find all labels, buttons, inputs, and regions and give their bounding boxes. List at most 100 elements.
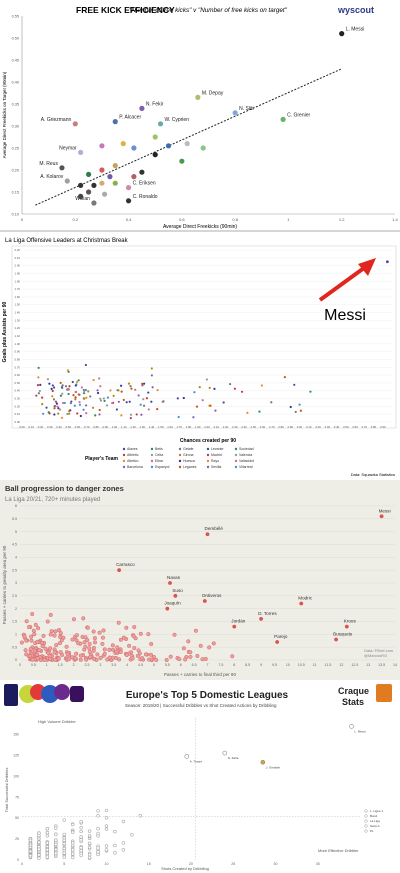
source-note: Data: FBref.com xyxy=(364,648,394,653)
data-point xyxy=(120,141,126,147)
data-point xyxy=(283,376,286,379)
data-point xyxy=(172,632,177,637)
data-point xyxy=(54,851,58,856)
data-point xyxy=(87,855,92,860)
data-point xyxy=(51,389,54,393)
data-point xyxy=(104,827,109,831)
point-label: Ontiveros xyxy=(202,593,222,598)
x-tick-label: 13 xyxy=(366,663,370,667)
data-point xyxy=(79,838,83,842)
data-point xyxy=(113,829,117,834)
data-point xyxy=(29,638,34,643)
data-point xyxy=(76,412,79,415)
data-point xyxy=(99,397,102,400)
point-label: Jordán xyxy=(231,619,245,624)
point-label: W. Cyprien xyxy=(165,117,190,123)
data-point xyxy=(83,644,88,649)
data-point xyxy=(57,641,62,646)
data-point xyxy=(87,829,92,833)
data-point xyxy=(78,653,83,658)
labeled-point xyxy=(165,606,170,611)
x-tick-label: 3.60 xyxy=(352,425,358,429)
point-label: Messi xyxy=(379,508,391,513)
data-point xyxy=(84,388,88,392)
data-point xyxy=(127,382,131,385)
data-point xyxy=(150,400,153,403)
x-tick-label: 11 xyxy=(313,663,317,667)
data-point xyxy=(37,833,41,838)
data-point xyxy=(200,145,206,151)
data-point xyxy=(52,398,56,401)
legend-swatch xyxy=(364,824,368,828)
y-tick-label: 0.20 xyxy=(15,404,21,408)
x-tick-label: 3.00 xyxy=(297,425,303,429)
data-point xyxy=(118,637,123,642)
x-tick-label: 0 xyxy=(21,217,24,222)
data-point xyxy=(59,394,63,397)
legend-swatch xyxy=(178,459,182,463)
y-tick-label: 0.40 xyxy=(15,389,21,393)
y-tick-label: 1.90 xyxy=(15,271,21,275)
data-point xyxy=(141,382,144,385)
data-point xyxy=(124,652,129,658)
data-point xyxy=(31,628,36,633)
labeled-point xyxy=(349,724,354,729)
data-point xyxy=(78,657,83,662)
data-point xyxy=(48,612,53,617)
data-point xyxy=(54,826,58,830)
legend-swatch xyxy=(122,459,126,463)
data-point xyxy=(86,189,92,195)
x-tick-label: 8 xyxy=(233,663,235,667)
y-axis-label: Total Successful Dribbles xyxy=(4,768,9,813)
messi-point xyxy=(385,260,389,264)
labeled-point xyxy=(260,759,266,765)
x-tick-label: 3.50 xyxy=(343,425,349,429)
data-point xyxy=(128,400,131,403)
data-point xyxy=(195,94,201,100)
x-tick-label: 1.30 xyxy=(140,425,146,429)
data-point xyxy=(111,401,114,405)
data-point xyxy=(149,641,154,647)
quadrant-label: High Volume Dribbler xyxy=(38,719,76,724)
x-tick-label: 0.10 xyxy=(29,425,35,429)
data-point xyxy=(28,646,33,652)
data-point xyxy=(213,387,216,391)
data-point xyxy=(54,642,59,648)
data-point xyxy=(97,630,102,635)
data-point xyxy=(145,397,149,400)
data-point xyxy=(66,369,70,372)
chart-title: Europe's Top 5 Domestic Leagues xyxy=(126,690,289,701)
y-tick-label: 1.30 xyxy=(15,318,21,322)
data-point xyxy=(92,636,97,641)
legend: Alaves Athletic Atletico Barcelona Betis Celt… xyxy=(122,447,254,469)
data-point xyxy=(61,392,64,395)
arrow-icon xyxy=(318,258,376,302)
data-point xyxy=(122,398,125,402)
y-tick-label: 0.30 xyxy=(15,397,21,401)
data-point xyxy=(28,853,33,858)
data-point xyxy=(28,849,33,853)
x-tick-label: 0.50 xyxy=(66,425,72,429)
x-tick-label: 7.5 xyxy=(218,663,223,667)
data-point xyxy=(63,401,66,405)
data-point xyxy=(214,409,217,412)
data-point xyxy=(45,833,50,838)
y-tick-label: 125 xyxy=(13,754,19,758)
data-point xyxy=(74,651,79,656)
legend-swatch xyxy=(122,453,126,457)
y-tick-label: 3.5 xyxy=(12,568,17,572)
x-tick-label: 2.10 xyxy=(214,425,220,429)
data-point xyxy=(52,386,56,389)
data-point xyxy=(121,819,126,824)
data-point xyxy=(125,185,132,191)
y-tick-label: 2.5 xyxy=(12,594,17,598)
x-tick-label: 1.00 xyxy=(112,425,118,429)
data-point xyxy=(36,626,41,631)
legend-swatch xyxy=(234,465,238,469)
x-tick-label: 2.00 xyxy=(204,425,210,429)
data-point xyxy=(53,407,56,410)
data-point xyxy=(85,396,88,399)
data-point xyxy=(42,412,45,415)
data-point xyxy=(70,852,75,856)
